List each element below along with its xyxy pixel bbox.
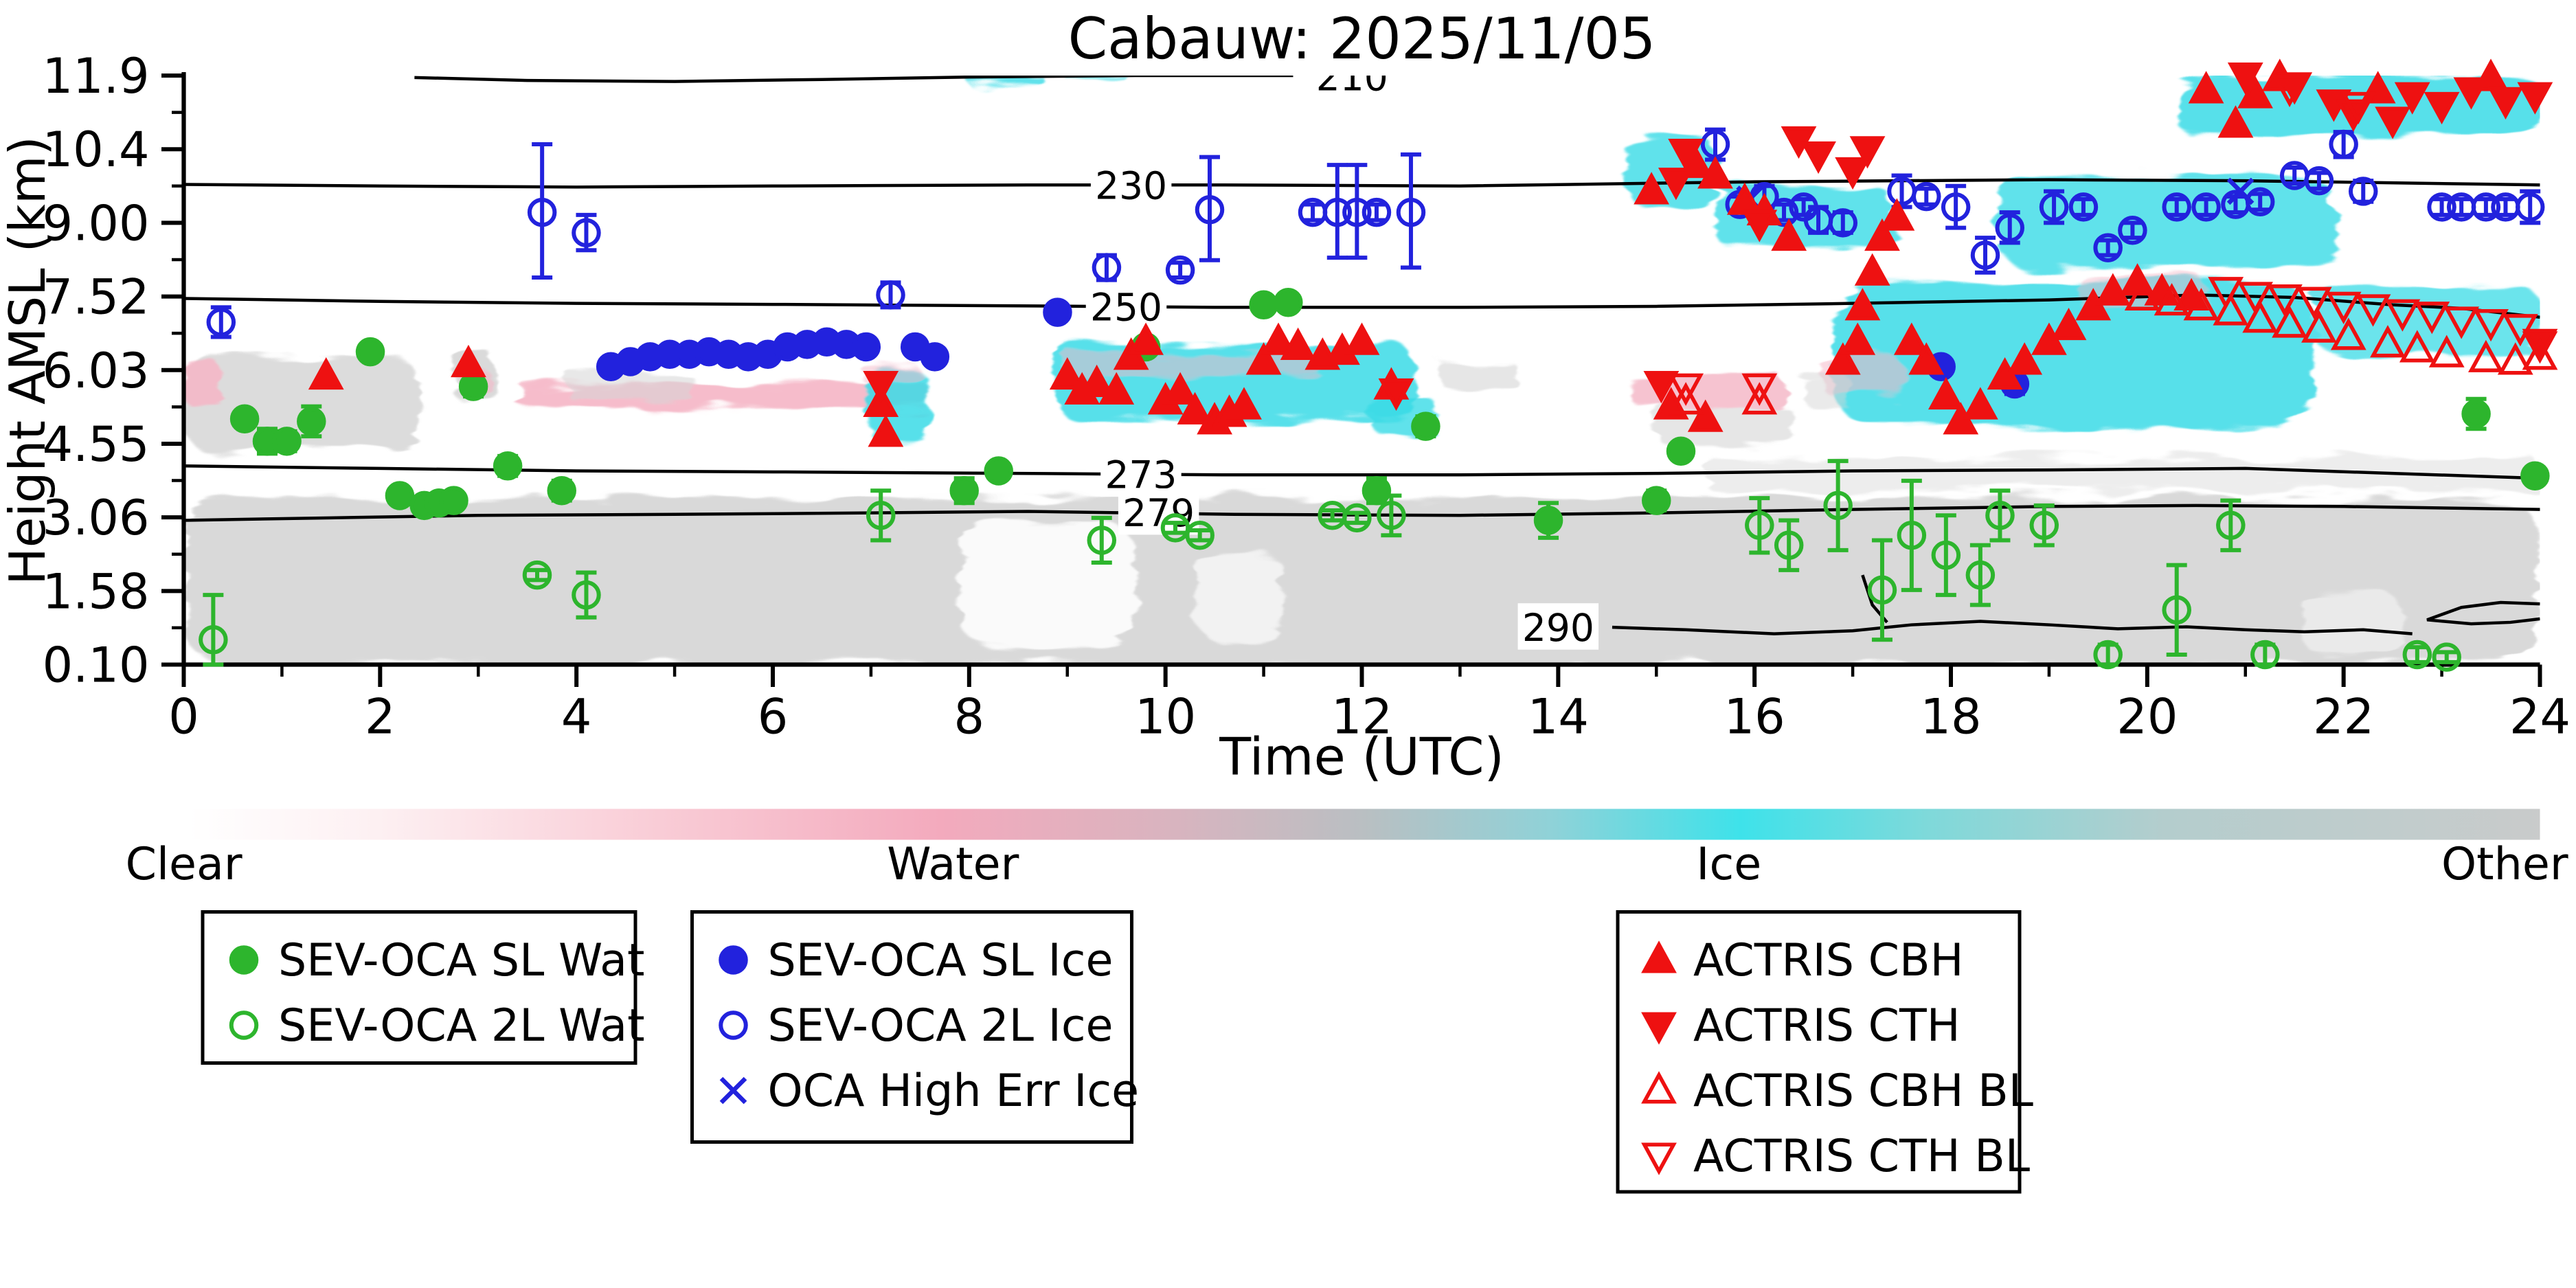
series-sl_ice (596, 297, 2030, 399)
legend-box: SEV-OCA SL Wat SEV-OCA 2L Wat (201, 910, 645, 1065)
contour-label: 290 (1522, 606, 1594, 650)
legend-item-label: SEV-OCA 2L Ice (768, 1000, 1114, 1052)
series-2l_wat (199, 459, 2461, 672)
data-series (199, 58, 2558, 672)
legend-box: SEV-OCA SL Ice SEV-OCA 2L Ice OCA High Err… (690, 910, 1140, 1144)
x-tick-label: 22 (2313, 689, 2374, 745)
x-tick-label: 6 (758, 689, 789, 745)
y-tick-label: 3.06 (43, 490, 150, 546)
series-cth_bl (1668, 74, 2558, 406)
colorbar-label: Ice (1696, 839, 1761, 890)
legend-item-label: ACTRIS CTH BL (1693, 1131, 2030, 1182)
series-2l_ice (206, 127, 2545, 339)
y-tick-label: 4.55 (43, 416, 150, 473)
y-tick-label: 1.58 (43, 563, 150, 620)
legend-item-label: SEV-OCA SL Wat (278, 935, 645, 986)
contour-label: 210 (1316, 55, 1388, 99)
y-tick-label: 9.00 (43, 195, 150, 251)
contour-label: 250 (1090, 286, 1162, 330)
chart-title: Cabauw: 2025/11/05 (1068, 6, 1656, 72)
y-axis-label: Height AMSL (km) (0, 136, 57, 585)
contour-label: 230 (1095, 163, 1167, 207)
x-tick-label: 2 (365, 689, 396, 745)
x-tick-label: 18 (1920, 689, 1981, 745)
contour-label-bg (1085, 282, 1167, 330)
legend-item-label: OCA High Err Ice (768, 1065, 1140, 1117)
axes: 0 2 4 6 8 10 12 14 16 18 20 22 240.101.583.064.556.0… (43, 48, 2571, 745)
x-tick-label: 10 (1135, 689, 1196, 745)
x-tick-label: 20 (2116, 689, 2178, 745)
y-tick-label: 0.10 (43, 637, 150, 694)
legend-item-label: ACTRIS CTH (1693, 1000, 1961, 1052)
legend-item-label: ACTRIS CBH (1693, 935, 1964, 986)
series-cbh_bl (1668, 278, 2558, 415)
legend-item-label: SEV-OCA 2L Wat (278, 1000, 645, 1052)
x-tick-label: 14 (1528, 689, 1589, 745)
y-tick-label: 6.03 (43, 343, 150, 399)
x-tick-label: 12 (1331, 689, 1392, 745)
colorbar-label: Other (2441, 839, 2568, 890)
contour-label: 279 (1122, 491, 1195, 535)
contour-label-bg (1090, 161, 1172, 207)
colorbar-label: Water (887, 839, 1019, 890)
x-tick-label: 24 (2509, 689, 2571, 745)
x-axis-label: Time (UTC) (1219, 727, 1504, 787)
legend-item-label: SEV-OCA SL Ice (768, 935, 1114, 986)
legend-box: ACTRIS CBH ACTRIS CTH ACTRIS CBH BL ACTRIS … (1616, 910, 2033, 1194)
contour-label-bg (1517, 603, 1599, 650)
legend-item-label: ACTRIS CBH BL (1693, 1065, 2033, 1117)
x-tick-label: 8 (954, 689, 985, 745)
phase-colorbar (189, 809, 2540, 840)
x-tick-label: 0 (168, 689, 199, 745)
y-tick-label: 10.4 (43, 122, 150, 178)
contour-label-bg (1118, 488, 1199, 535)
x-tick-label: 16 (1724, 689, 1785, 745)
contour-label-bg (1311, 76, 1392, 99)
y-tick-label: 11.9 (43, 48, 150, 104)
y-tick-label: 7.52 (43, 269, 150, 326)
colorbar-label: Clear (126, 839, 242, 890)
x-tick-label: 4 (561, 689, 592, 745)
